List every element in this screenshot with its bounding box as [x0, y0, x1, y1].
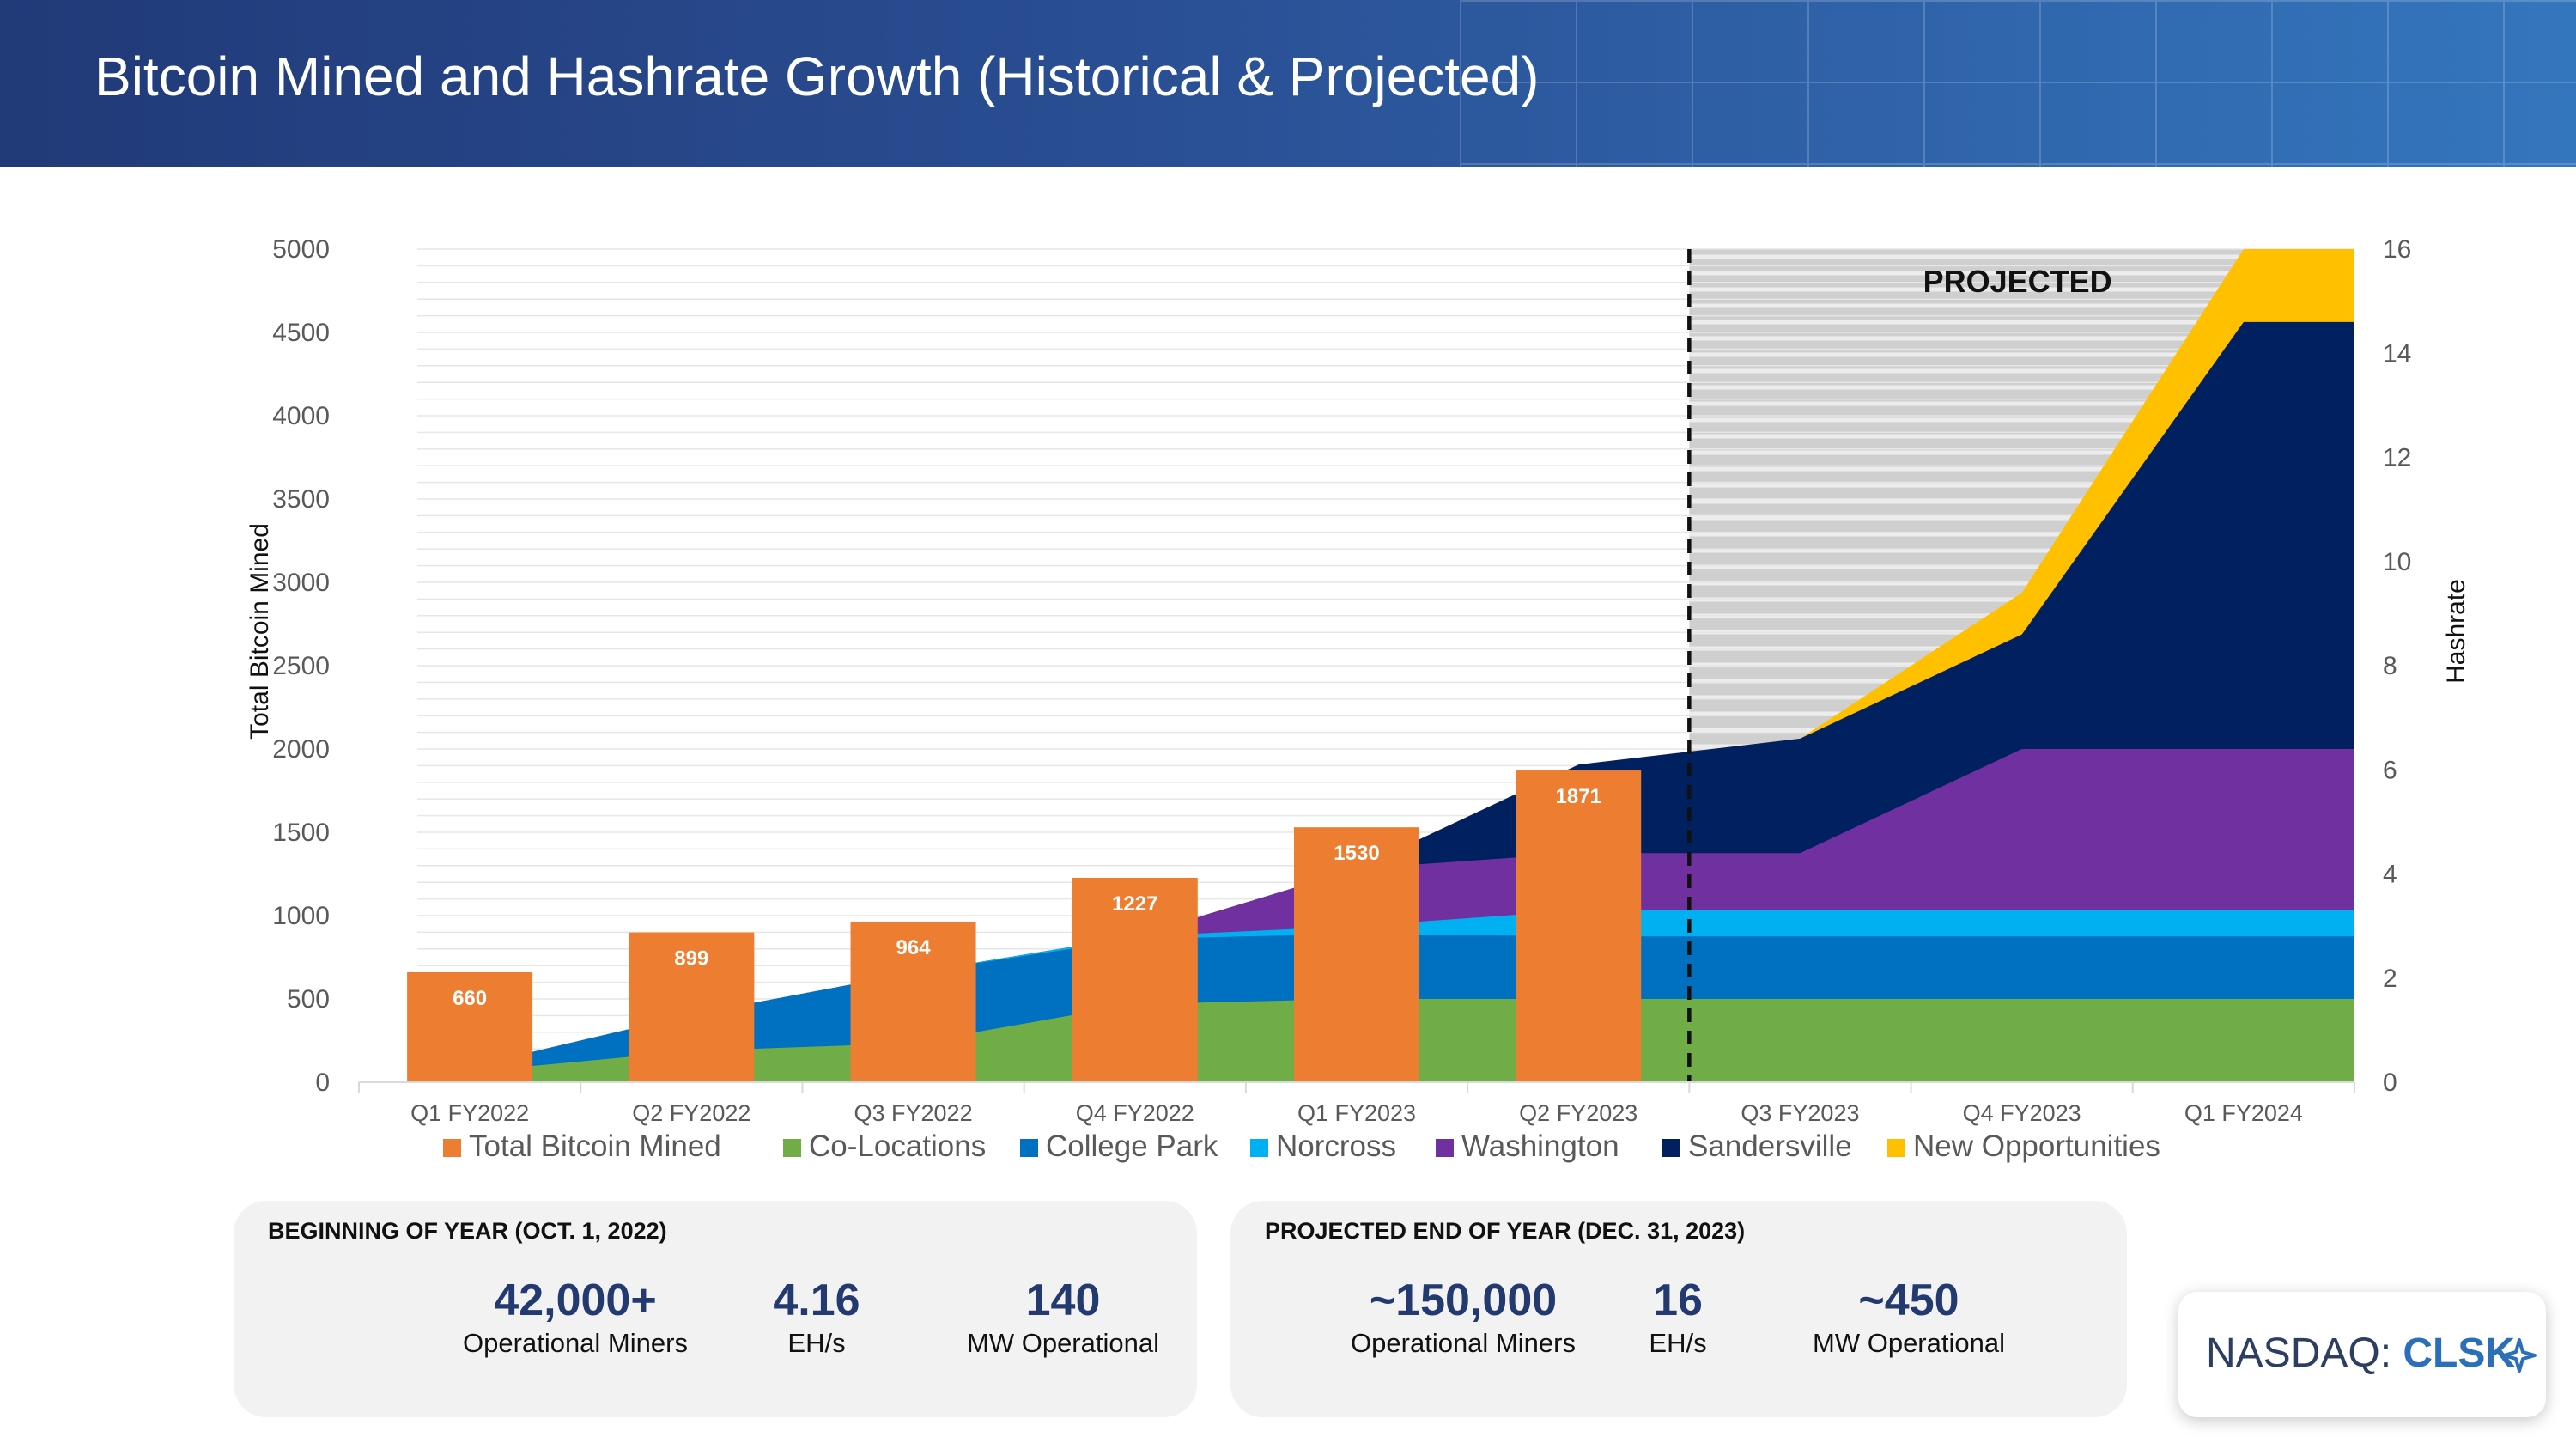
legend-swatch-washington [1436, 1139, 1454, 1157]
y-tick-label: 2500 [272, 652, 330, 680]
card-title: BEGINNING OF YEAR (OCT. 1, 2022) [268, 1218, 667, 1244]
y-axis-title: Total Bitcoin Mined [246, 523, 274, 740]
y2-tick-label: 12 [2383, 444, 2411, 472]
bar-data-label: 1871 [1556, 785, 1601, 808]
bar-q2-fy2022 [629, 932, 755, 1082]
stat-label: MW Operational [1813, 1328, 2005, 1358]
stat-operational-miners: ~150,000 Operational Miners [1309, 1275, 1618, 1361]
stat-ehs: 16 EH/s [1523, 1275, 1832, 1361]
stat-label: EH/s [787, 1328, 846, 1358]
stat-label: Operational Miners [1351, 1328, 1576, 1358]
bar-q4-fy2022 [1072, 877, 1198, 1082]
legend-swatch-co-locations [783, 1139, 801, 1157]
ticker-prefix: NASDAQ: [2206, 1330, 2403, 1376]
projected-end-of-year-card: PROJECTED END OF YEAR (DEC. 31, 2023) ~1… [1230, 1201, 2127, 1417]
page-title: Bitcoin Mined and Hashrate Growth (Histo… [94, 46, 1540, 107]
bar-q1-fy2023 [1294, 827, 1419, 1082]
stat-value: ~450 [1858, 1275, 1959, 1325]
bar-data-label: 899 [674, 947, 708, 971]
y-tick-label: 500 [287, 985, 330, 1014]
ticker-symbol: CLSK [2403, 1330, 2516, 1376]
legend-swatch-college-park [1020, 1139, 1038, 1157]
stat-label: EH/s [1649, 1328, 1707, 1358]
stat-operational-miners: 42,000+ Operational Miners [421, 1275, 730, 1361]
legend: Total Bitcoin Mined Co-Locations College P… [443, 1129, 2160, 1163]
legend-swatch-new-opportunities [1887, 1139, 1905, 1157]
legend-label-co-locations: Co-Locations [809, 1129, 986, 1163]
legend-label-sandersville: Sandersville [1688, 1129, 1852, 1163]
y-tick-label: 4000 [272, 402, 330, 430]
ticker-text: NASDAQ: CLSK [2206, 1330, 2515, 1377]
y2-tick-label: 10 [2383, 548, 2411, 576]
stat-value: ~150,000 [1369, 1275, 1558, 1325]
stat-value: 16 [1653, 1275, 1703, 1325]
stat-value: 4.16 [773, 1275, 860, 1325]
legend-label-washington: Washington [1461, 1129, 1619, 1163]
header-banner: Bitcoin Mined and Hashrate Growth (Histo… [0, 0, 2576, 167]
card-title: PROJECTED END OF YEAR (DEC. 31, 2023) [1265, 1218, 1746, 1244]
y-tick-label: 5000 [272, 235, 330, 264]
legend-label-total-bitcoin-mined: Total Bitcoin Mined [469, 1129, 721, 1163]
y-tick-label: 1000 [272, 902, 330, 930]
legend-swatch-norcross [1250, 1139, 1268, 1157]
legend-label-norcross: Norcross [1276, 1129, 1396, 1163]
y-tick-label: 4500 [272, 319, 330, 347]
y-tick-label: 2000 [272, 735, 330, 764]
y2-tick-label: 16 [2383, 235, 2411, 264]
x-tick-label: Q2 FY2023 [1519, 1100, 1637, 1126]
y-tick-label: 1500 [272, 819, 330, 847]
bar-q1-fy2022 [407, 971, 533, 1082]
x-tick-label: Q3 FY2022 [854, 1100, 973, 1126]
x-tick-label: Q2 FY2022 [632, 1100, 750, 1126]
stat-label: Operational Miners [463, 1328, 688, 1358]
y2-tick-label: 14 [2383, 339, 2411, 368]
y2-tick-label: 6 [2383, 756, 2397, 784]
header-pattern [1460, 0, 2576, 167]
stat-mw-operational: 140 MW Operational [908, 1275, 1218, 1361]
bar-data-label: 1227 [1112, 892, 1157, 916]
y-tick-label: 3000 [272, 569, 330, 597]
y-tick-label: 3500 [272, 485, 330, 514]
x-tick-label: Q1 FY2023 [1297, 1100, 1416, 1126]
legend-label-college-park: College Park [1046, 1129, 1218, 1163]
bar-data-label: 660 [453, 987, 487, 1010]
bar-data-label: 1530 [1334, 842, 1379, 865]
axes: Q1 FY2022 Q2 FY2022 Q3 FY2022 Q4 FY2022 Q1 F… [246, 235, 2470, 1126]
legend-swatch-total-bitcoin-mined [443, 1139, 461, 1157]
legend-swatch-sandersville [1662, 1139, 1680, 1157]
x-tick-label: Q1 FY2022 [410, 1100, 529, 1126]
y2-tick-label: 4 [2383, 861, 2397, 889]
y2-tick-label: 8 [2383, 652, 2397, 680]
beginning-of-year-card: BEGINNING OF YEAR (OCT. 1, 2022) 42,000+… [234, 1201, 1197, 1417]
y2-tick-label: 2 [2383, 965, 2397, 993]
y2-tick-label: 0 [2383, 1068, 2397, 1097]
stat-value: 42,000+ [494, 1275, 657, 1325]
nasdaq-ticker-badge: NASDAQ: CLSK [2178, 1292, 2546, 1417]
projected-label: PROJECTED [1923, 264, 2112, 299]
y-tick-label: 0 [315, 1068, 330, 1097]
x-tick-label: Q3 FY2023 [1741, 1100, 1859, 1126]
stat-ehs: 4.16 EH/s [662, 1275, 971, 1361]
bar-q3-fy2022 [850, 921, 976, 1082]
x-tick-label: Q1 FY2024 [2184, 1100, 2303, 1126]
stat-mw-operational: ~450 MW Operational [1754, 1275, 2063, 1361]
x-tick-label: Q4 FY2022 [1076, 1100, 1194, 1126]
stat-label: MW Operational [967, 1328, 1159, 1358]
chart: PROJECTED 660 899 964 1227 1530 1871 Q1 FY202… [246, 235, 2470, 1163]
stat-value: 140 [1025, 1275, 1101, 1325]
bitcoin-mined-bars: 660 899 964 1227 1530 1871 [407, 770, 1642, 1082]
x-tick-label: Q4 FY2023 [1963, 1100, 2081, 1126]
sparkle-icon [2502, 1338, 2537, 1373]
legend-label-new-opportunities: New Opportunities [1913, 1129, 2160, 1163]
y2-axis-title: Hashrate [2442, 579, 2470, 684]
bar-q2-fy2023 [1516, 770, 1642, 1082]
bar-data-label: 964 [896, 936, 932, 959]
